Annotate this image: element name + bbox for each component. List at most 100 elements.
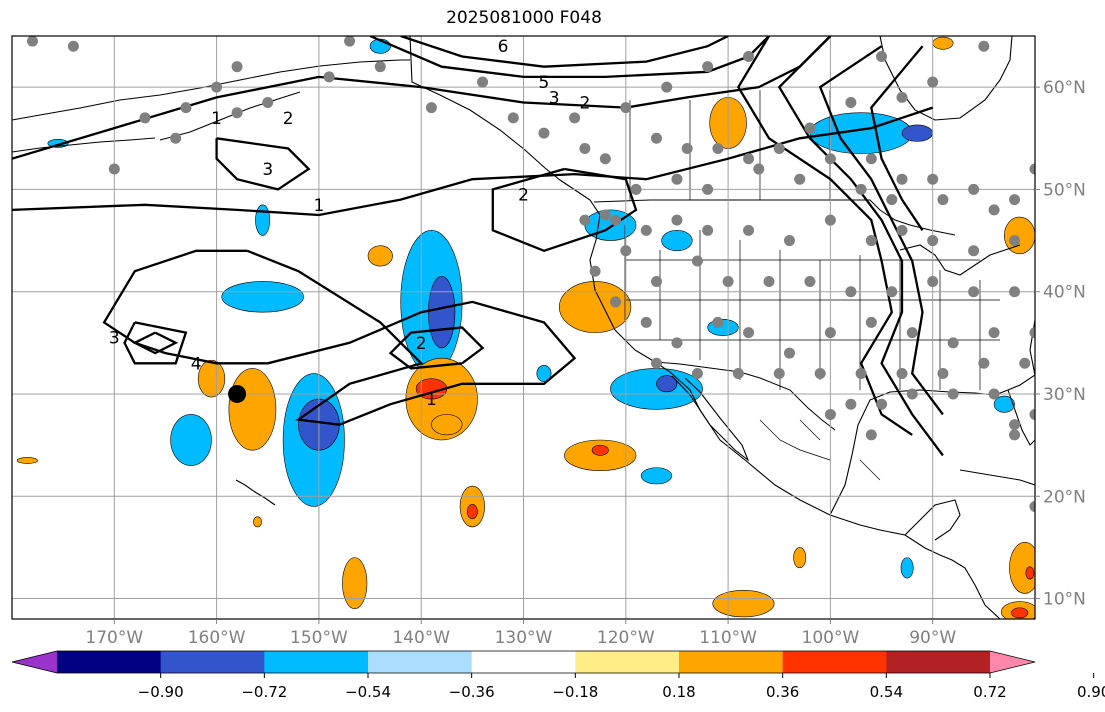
us-canada-border	[593, 199, 956, 236]
contour-label: 2	[579, 93, 590, 113]
station-dot	[589, 265, 601, 277]
station-dot	[26, 36, 38, 47]
station-dot	[599, 209, 611, 221]
station-dot	[650, 357, 662, 369]
station-dot	[886, 194, 898, 206]
station-dot	[640, 224, 652, 236]
colorbar-segment	[160, 651, 265, 673]
colorbar-tick-label: −0.90	[138, 683, 184, 701]
station-dot	[1009, 429, 1021, 441]
station-dot	[743, 50, 755, 62]
cuba	[959, 469, 1035, 486]
station-dot	[773, 368, 785, 380]
contour-label: 2	[283, 109, 294, 129]
coastline-florida	[1007, 389, 1035, 446]
station-dot	[712, 316, 724, 328]
station-dot	[579, 214, 591, 226]
station-dot	[876, 398, 888, 410]
station-dot	[855, 183, 867, 195]
anomaly-blob-34	[900, 557, 914, 579]
anomaly-blob-12	[342, 557, 368, 610]
contour-line-3	[491, 167, 638, 253]
colorbar-segment	[782, 651, 887, 673]
contour-label: 2	[518, 186, 529, 206]
station-dot	[640, 316, 652, 328]
station-dot	[620, 102, 632, 114]
station-dot	[344, 36, 356, 47]
contour-label: 3	[262, 160, 273, 180]
station-dot	[1029, 163, 1035, 175]
colorbar-segment	[575, 651, 680, 673]
station-dot	[743, 153, 755, 165]
station-dot	[743, 327, 755, 339]
station-dot	[865, 429, 877, 441]
x-tick-label: 140°W	[392, 628, 450, 648]
station-dot	[691, 368, 703, 380]
contour-label: 6	[498, 37, 509, 57]
y-tick-label: 50°N	[1043, 180, 1086, 200]
station-dot	[824, 327, 836, 339]
contour-label: 3	[109, 329, 120, 349]
coastline-north-america	[409, 36, 1001, 619]
station-dot	[968, 286, 980, 298]
colorbar-tick-label: −0.18	[552, 683, 598, 701]
station-dot	[1009, 286, 1021, 298]
anomaly-blob-21	[661, 230, 693, 252]
colorbar-min-extend	[12, 651, 57, 673]
station-dot	[988, 204, 1000, 216]
contour-line-2	[388, 326, 485, 370]
anomaly-blob-2	[170, 414, 212, 466]
colorbar-tick-label: 0.90	[1077, 683, 1105, 701]
contour-label: 3	[549, 88, 560, 108]
station-dot	[681, 143, 693, 155]
station-dot	[650, 132, 662, 144]
station-dot	[988, 327, 1000, 339]
contour-line-9	[400, 36, 729, 68]
contour-line-4	[215, 137, 311, 191]
x-tick-label: 100°W	[802, 628, 860, 648]
anomaly-blob-32	[1011, 607, 1029, 619]
colorbar-segment	[57, 651, 162, 673]
station-dot	[947, 337, 959, 349]
station-dot	[1019, 357, 1031, 369]
station-dot	[783, 347, 795, 359]
station-dot	[824, 153, 836, 165]
station-dot	[702, 183, 714, 195]
station-dot	[845, 398, 857, 410]
x-tick-label: 90°W	[909, 628, 956, 648]
station-layer	[26, 36, 1035, 512]
colorbar-segment	[679, 651, 784, 673]
colorbar-tick-label: −0.72	[241, 683, 287, 701]
contour-label: 4	[191, 354, 202, 374]
station-dot	[671, 337, 683, 349]
station-dot	[180, 102, 192, 114]
colorbar-outline	[11, 650, 1036, 674]
colorbar-segment	[368, 651, 473, 673]
contour-label: 5	[539, 73, 550, 93]
anomaly-blob-33	[793, 547, 807, 569]
station-dot	[968, 245, 980, 257]
station-dot	[773, 143, 785, 155]
station-dot	[630, 183, 642, 195]
contour-label: 1	[313, 196, 324, 216]
station-dot	[927, 275, 939, 287]
colorbar-segment	[264, 651, 369, 673]
station-dot	[906, 388, 918, 400]
station-dot	[824, 408, 836, 420]
anomaly-blob-1	[197, 359, 226, 398]
station-dot	[855, 368, 867, 380]
station-dot	[231, 61, 243, 73]
station-dot	[538, 127, 550, 139]
anomaly-blob-39	[253, 516, 262, 528]
station-dot	[783, 235, 795, 247]
y-tick-label: 60°N	[1043, 78, 1086, 98]
station-dot	[865, 316, 877, 328]
colorbar-tick-label: 0.36	[766, 683, 799, 701]
colorbar: −0.90 −0.72 −0.54 −0.36 −0.18 0.18 0.36 0.54 0.7…	[11, 650, 1105, 701]
station-dot	[988, 388, 1000, 400]
station-dot	[927, 76, 939, 88]
station-dot	[67, 40, 79, 52]
x-tick-label: 160°W	[188, 628, 246, 648]
contour-line-0	[12, 106, 934, 217]
y-tick-label: 10°N	[1043, 590, 1086, 610]
